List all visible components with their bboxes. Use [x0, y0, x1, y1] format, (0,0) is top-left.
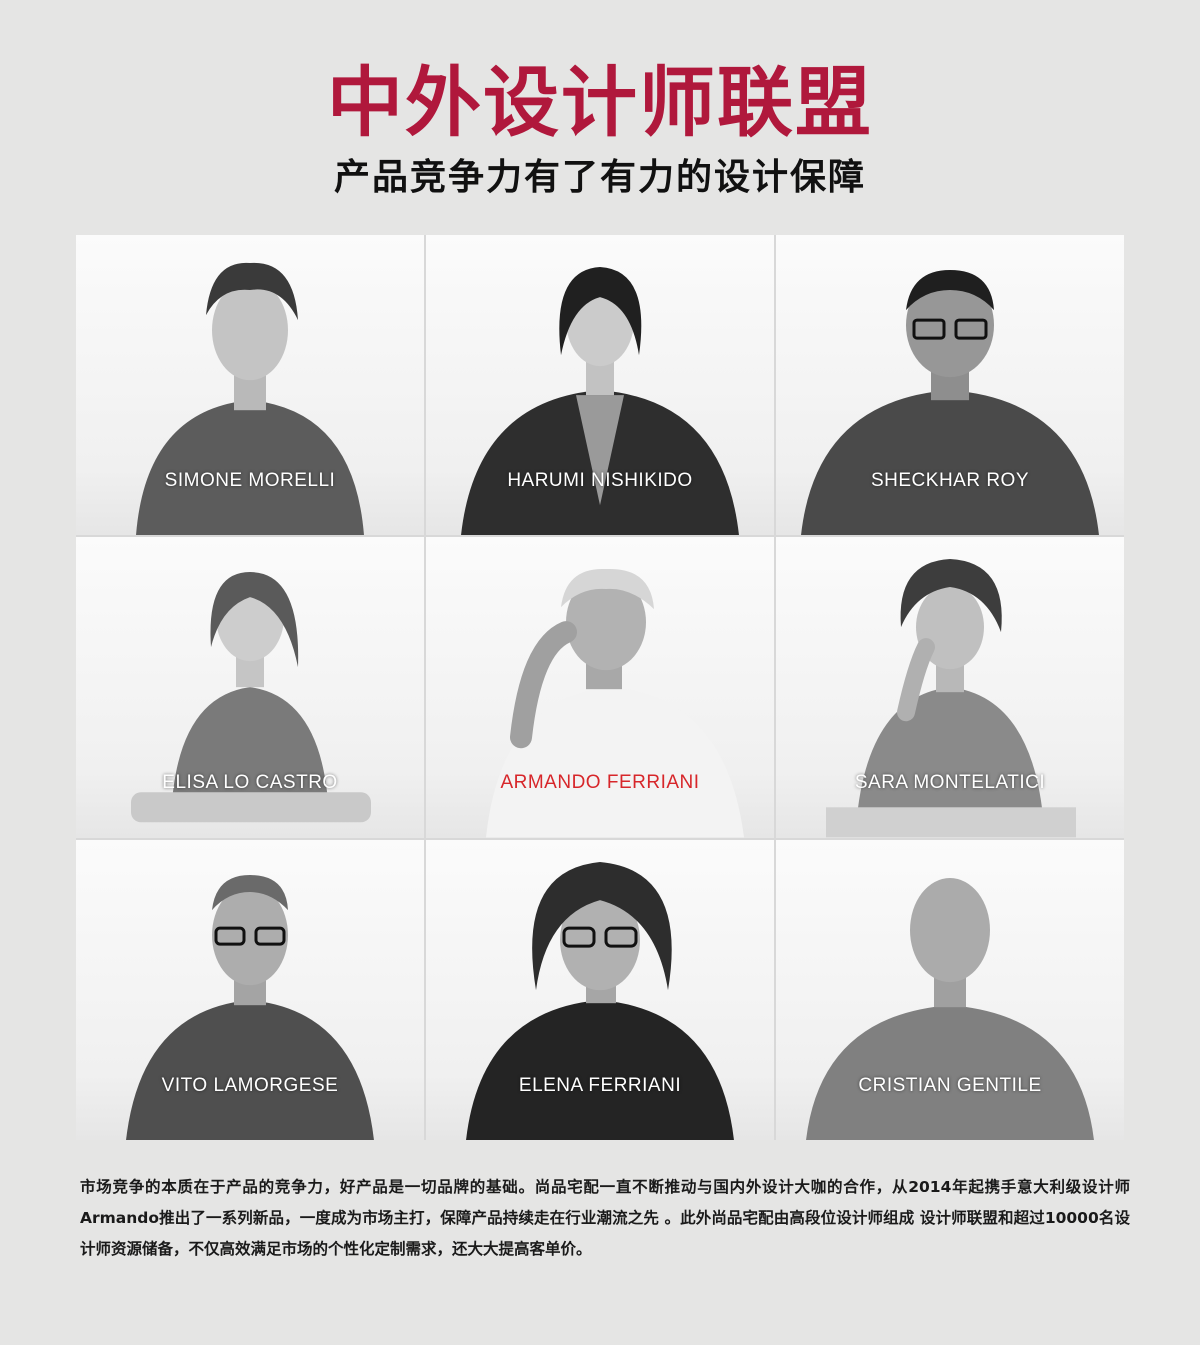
designer-card: SIMONE MORELLI	[76, 235, 424, 535]
designer-name: CRISTIAN GENTILE	[776, 1075, 1124, 1097]
designer-name: ARMANDO FERRIANI	[426, 772, 774, 794]
designer-card: ELENA FERRIANI	[426, 840, 774, 1140]
designer-card: SARA MONTELATICI	[776, 537, 1124, 837]
designer-name: SIMONE MORELLI	[76, 470, 424, 492]
designer-card: HARUMI NISHIKIDO	[426, 235, 774, 535]
description-text: 市场竞争的本质在于产品的竞争力，好产品是一切品牌的基础。尚品宅配一直不断推动与国…	[80, 1172, 1130, 1265]
designer-name: ELENA FERRIANI	[426, 1075, 774, 1097]
designer-card: ELISA LO CASTRO	[76, 537, 424, 837]
designer-name: SARA MONTELATICI	[776, 772, 1124, 794]
page-subtitle: 产品竞争力有了有力的设计保障	[0, 153, 1200, 203]
designer-card: CRISTIAN GENTILE	[776, 840, 1124, 1140]
designer-name: HARUMI NISHIKIDO	[426, 470, 774, 492]
page-title: 中外设计师联盟	[0, 58, 1200, 148]
designer-card: VITO LAMORGESE	[76, 840, 424, 1140]
designer-name: VITO LAMORGESE	[76, 1075, 424, 1097]
designer-name: SHECKHAR ROY	[776, 470, 1124, 492]
designer-card: ARMANDO FERRIANI	[426, 537, 774, 837]
designer-card: SHECKHAR ROY	[776, 235, 1124, 535]
designer-grid: SIMONE MORELLI HARUMI NISHIKIDO SHECKHAR…	[76, 235, 1124, 1140]
designer-name: ELISA LO CASTRO	[76, 772, 424, 794]
